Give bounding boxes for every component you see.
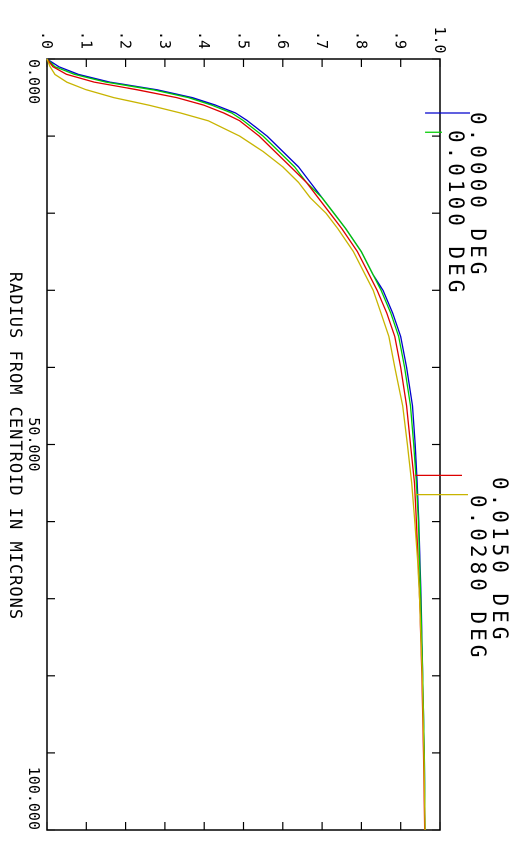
x-tick-label: 0.000: [25, 59, 43, 104]
x-tick-label: 50.000: [25, 417, 43, 471]
y-tick-label: .9: [392, 31, 410, 49]
x-tick-label: 100.000: [25, 767, 43, 830]
series-line-1: [46, 58, 426, 831]
y-tick-label: .7: [313, 31, 331, 49]
legend-label-3: 0.0150 DEG: [488, 477, 512, 643]
y-tick-label: 1.0: [431, 26, 449, 53]
plot-area: .0 .1 .2 .3 .4 .5 .6 .7 .8 .9 1.0 0.000 50.000 100.00…: [25, 26, 512, 831]
y-tick-label: .8: [352, 31, 370, 49]
series-line-2: [46, 58, 426, 831]
legend-label-1: 0.0000 DEG: [466, 112, 490, 278]
series-line-3: [46, 58, 426, 831]
y-tick-label: .0: [38, 31, 56, 49]
legend-label-2: 0.0100 DEG: [444, 130, 468, 296]
plot-frame: [46, 58, 441, 831]
y-tick-label: .1: [77, 31, 95, 49]
legend-label-4: 0.0280 DEG: [466, 495, 490, 661]
x-axis-label: RADIUS FROM CENTROID IN MICRONS: [5, 272, 25, 620]
series-line-4: [46, 58, 426, 831]
y-tick-label: .5: [235, 31, 253, 49]
y-tick-label: .2: [117, 31, 135, 49]
y-tick-label: .3: [156, 31, 174, 49]
y-tick-label: .4: [195, 31, 213, 49]
y-tick-label: .6: [274, 31, 292, 49]
